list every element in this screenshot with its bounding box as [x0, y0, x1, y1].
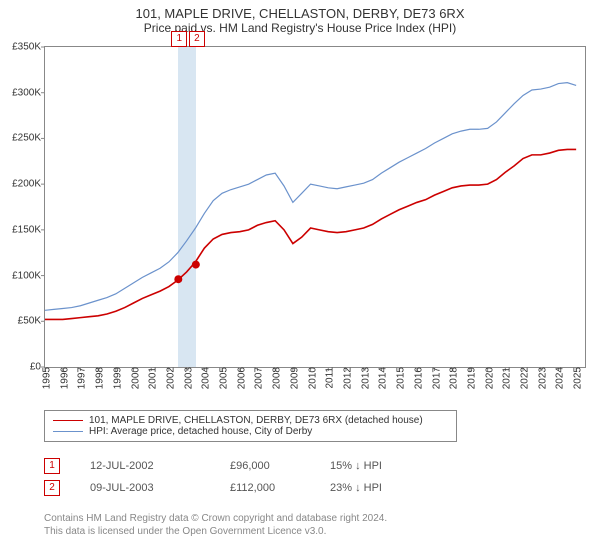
x-tick-label: 2022 [516, 367, 531, 389]
event-hpi-diff: 15% ↓ HPI [330, 460, 420, 472]
series-line [45, 149, 576, 319]
x-tick-label: 2008 [268, 367, 283, 389]
footer-line2: This data is licensed under the Open Gov… [44, 525, 387, 538]
legend-item: 101, MAPLE DRIVE, CHELLASTON, DERBY, DE7… [53, 415, 448, 426]
event-marker-label: 1 [171, 31, 187, 47]
legend: 101, MAPLE DRIVE, CHELLASTON, DERBY, DE7… [44, 410, 457, 442]
x-tick-label: 2002 [161, 367, 176, 389]
x-tick-label: 1997 [73, 367, 88, 389]
event-marker-label: 1 [44, 458, 60, 474]
title-sub: Price paid vs. HM Land Registry's House … [0, 21, 600, 35]
event-marker-label: 2 [189, 31, 205, 47]
title-main: 101, MAPLE DRIVE, CHELLASTON, DERBY, DE7… [0, 6, 600, 21]
x-tick-label: 2012 [338, 367, 353, 389]
legend-label: 101, MAPLE DRIVE, CHELLASTON, DERBY, DE7… [89, 415, 423, 426]
x-tick-label: 2021 [498, 367, 513, 389]
footer-attribution: Contains HM Land Registry data © Crown c… [44, 512, 387, 538]
x-tick-label: 2003 [179, 367, 194, 389]
event-marker-label: 2 [44, 480, 60, 496]
y-tick-label: £350K [12, 42, 45, 53]
x-tick-label: 2005 [215, 367, 230, 389]
x-tick-label: 2004 [197, 367, 212, 389]
footer-line1: Contains HM Land Registry data © Crown c… [44, 512, 387, 525]
series-line [45, 83, 576, 311]
event-price: £96,000 [230, 460, 300, 472]
x-tick-label: 2020 [480, 367, 495, 389]
x-tick-label: 2013 [356, 367, 371, 389]
chart-title: 101, MAPLE DRIVE, CHELLASTON, DERBY, DE7… [0, 0, 600, 35]
legend-item: HPI: Average price, detached house, City… [53, 426, 448, 437]
x-tick-label: 2011 [321, 367, 336, 389]
x-tick-label: 1996 [55, 367, 70, 389]
y-tick-label: £100K [12, 270, 45, 281]
plot-area: £0£50K£100K£150K£200K£250K£300K£350K1995… [44, 46, 586, 368]
legend-swatch [53, 431, 83, 432]
price-events-table: 1 12-JUL-2002 £96,000 15% ↓ HPI 2 09-JUL-2003… [44, 458, 420, 502]
chart-container: 101, MAPLE DRIVE, CHELLASTON, DERBY, DE7… [0, 0, 600, 560]
price-point-marker [174, 275, 182, 283]
chart-lines [45, 47, 585, 367]
x-tick-label: 2001 [144, 367, 159, 389]
x-tick-label: 2014 [374, 367, 389, 389]
legend-swatch [53, 420, 83, 421]
x-tick-label: 1998 [91, 367, 106, 389]
x-tick-label: 2006 [232, 367, 247, 389]
x-tick-label: 1999 [108, 367, 123, 389]
x-tick-label: 2010 [303, 367, 318, 389]
x-tick-label: 2023 [533, 367, 548, 389]
x-tick-label: 2024 [551, 367, 566, 389]
event-date: 12-JUL-2002 [90, 460, 200, 472]
event-date: 09-JUL-2003 [90, 482, 200, 494]
x-tick-label: 1995 [38, 367, 53, 389]
y-tick-label: £300K [12, 87, 45, 98]
legend-label: HPI: Average price, detached house, City… [89, 426, 312, 437]
event-row: 1 12-JUL-2002 £96,000 15% ↓ HPI [44, 458, 420, 474]
x-tick-label: 2015 [392, 367, 407, 389]
x-tick-label: 2018 [445, 367, 460, 389]
x-tick-label: 2009 [285, 367, 300, 389]
event-hpi-diff: 23% ↓ HPI [330, 482, 420, 494]
event-row: 2 09-JUL-2003 £112,000 23% ↓ HPI [44, 480, 420, 496]
x-tick-label: 2019 [462, 367, 477, 389]
y-tick-label: £50K [18, 316, 45, 327]
y-tick-label: £200K [12, 179, 45, 190]
price-point-marker [192, 261, 200, 269]
x-tick-label: 2000 [126, 367, 141, 389]
x-tick-label: 2025 [569, 367, 584, 389]
y-tick-label: £250K [12, 133, 45, 144]
x-tick-label: 2007 [250, 367, 265, 389]
event-price: £112,000 [230, 482, 300, 494]
y-tick-label: £150K [12, 224, 45, 235]
x-tick-label: 2017 [427, 367, 442, 389]
x-tick-label: 2016 [409, 367, 424, 389]
